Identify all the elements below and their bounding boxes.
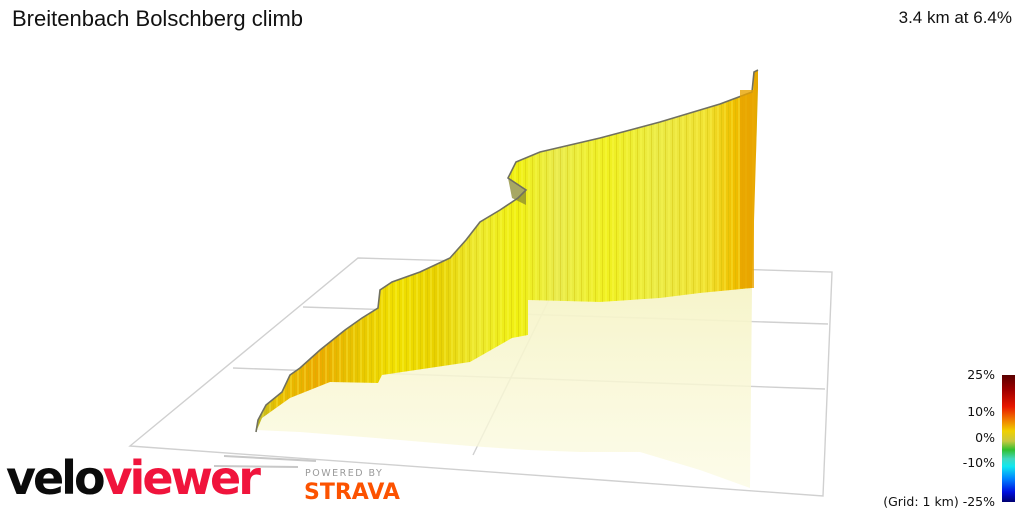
legend-label-10: 10% [967,404,995,419]
logo-speed-lines [213,455,317,468]
profile-fold-shadow [508,178,526,205]
gradient-color-scale [1002,375,1015,502]
powered-by-label: POWERED BY [305,468,384,479]
gradient-stripes [256,70,758,432]
legend-label-0: 0% [975,430,995,445]
legend-label-neg10: -10% [962,455,995,470]
strava-logo[interactable]: STRAVA [304,480,400,505]
profile-end-cap [740,90,754,288]
legend-label-min-grid: (Grid: 1 km) -25% [883,494,995,509]
profile-top-edge [255,69,759,433]
legend-label-max: 25% [967,367,995,382]
segment-stats: 3.4 km at 6.4% [898,8,1012,27]
segment-title: Breitenbach Bolschberg climb [12,6,304,31]
profile-reflection [256,288,752,488]
logo-velo: velo [6,451,106,505]
logo-viewer: viewer [102,451,261,505]
veloviewer-logo[interactable]: veloviewer [6,451,261,505]
